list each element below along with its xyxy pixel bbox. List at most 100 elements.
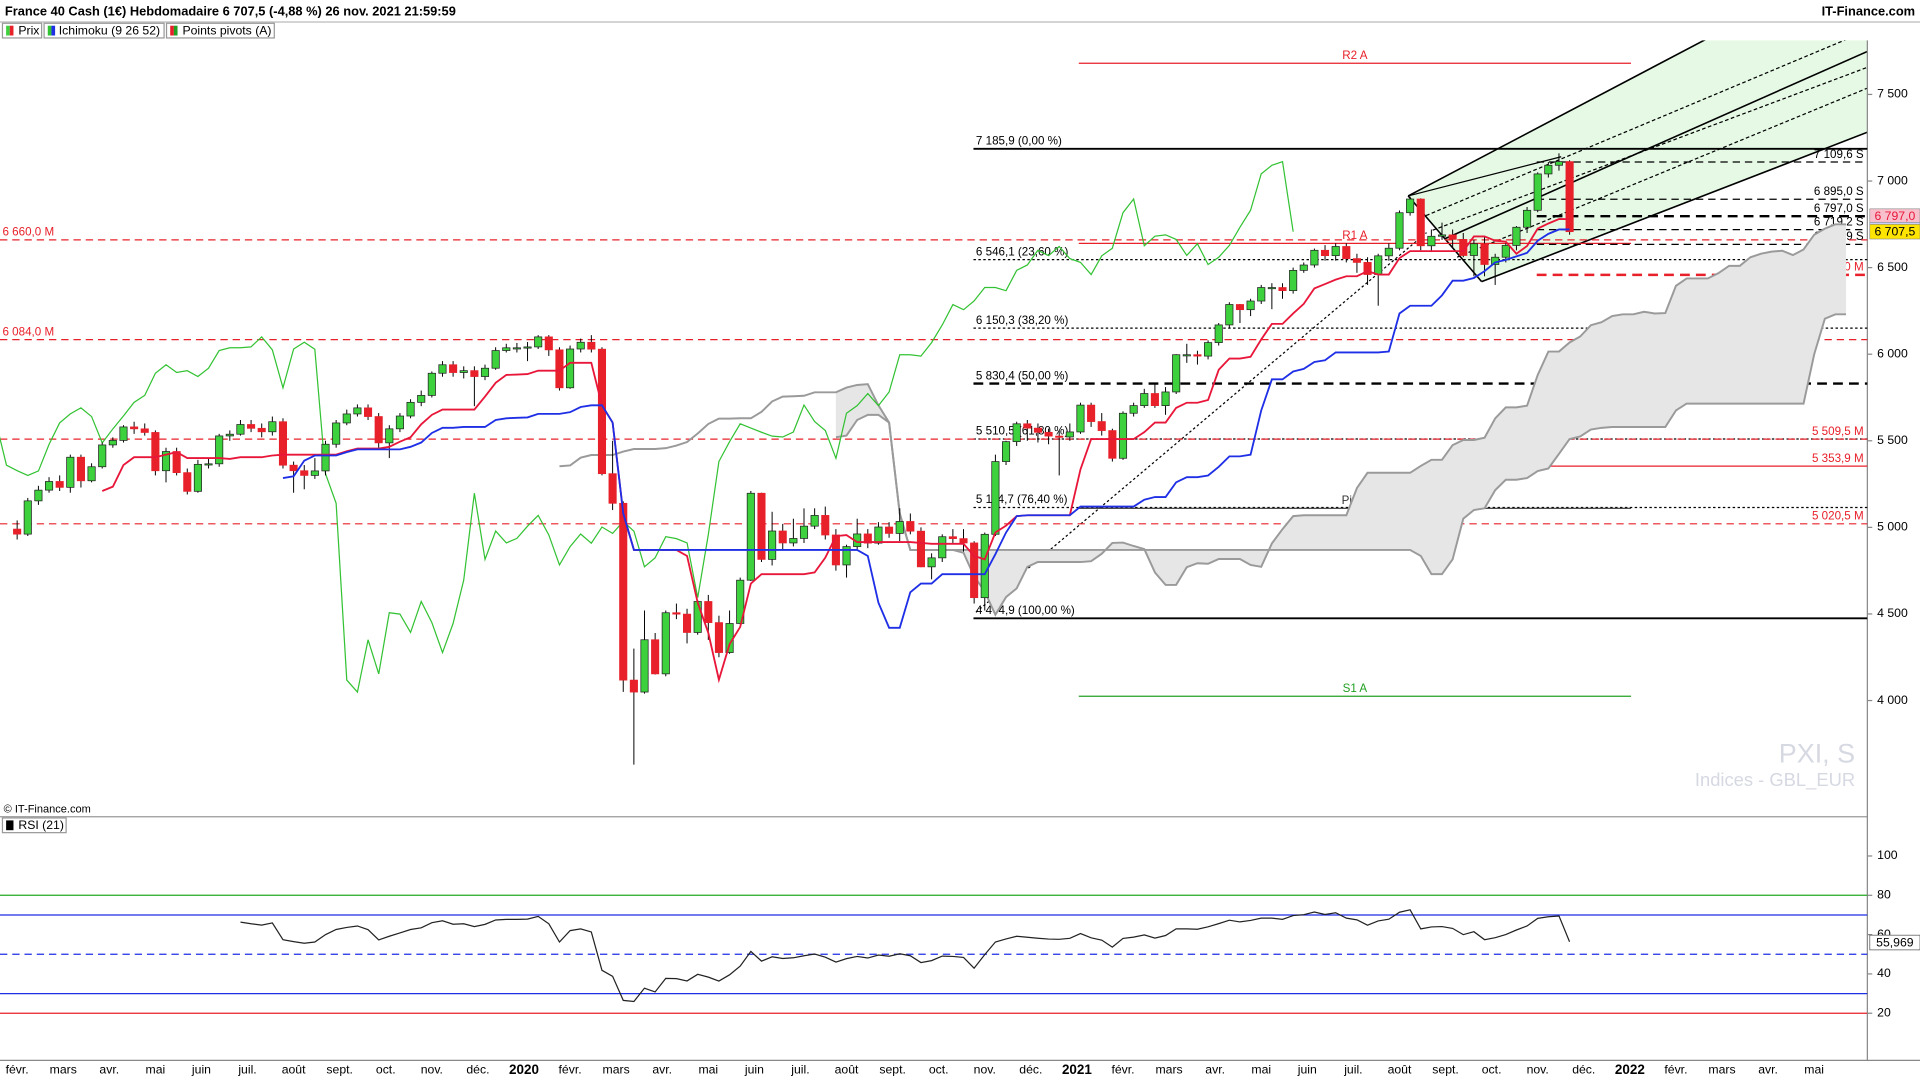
level-label: 6 719,2 S xyxy=(1814,215,1864,228)
x-tick-label: juil. xyxy=(790,1062,809,1076)
candle-body xyxy=(204,463,213,466)
x-tick-label: mai xyxy=(1804,1062,1824,1076)
candle-body xyxy=(289,464,298,472)
candle-body xyxy=(119,426,128,441)
candle-body xyxy=(215,435,224,465)
candle-body xyxy=(321,443,330,472)
candle-body xyxy=(1267,287,1276,290)
x-tick-label: févr. xyxy=(1664,1062,1687,1076)
level-label: 5 114,7 (76,40 %) xyxy=(976,493,1068,506)
candle-body xyxy=(1055,435,1064,438)
candle-body xyxy=(1554,161,1564,166)
x-tick-label: févr. xyxy=(6,1062,29,1076)
candle-body xyxy=(1544,164,1553,175)
candle-body xyxy=(1108,430,1117,459)
candle-body xyxy=(810,515,819,527)
rsi-line xyxy=(240,909,1571,1003)
legend-box[interactable] xyxy=(43,22,165,39)
candle-body xyxy=(1150,393,1159,406)
candle-body xyxy=(491,350,500,369)
candle-body xyxy=(608,473,617,504)
y-tick-label: 6 000 xyxy=(1877,346,1908,360)
candle-body xyxy=(682,613,692,633)
x-tick-label: oct. xyxy=(929,1062,949,1076)
candle-body xyxy=(1225,304,1234,326)
level-label: 5 020,5 M xyxy=(1812,510,1864,523)
price-tag xyxy=(1869,934,1920,951)
candle-body xyxy=(895,521,904,534)
candle-body xyxy=(161,451,171,472)
candle-body xyxy=(332,422,341,445)
x-tick-label: nov. xyxy=(421,1062,443,1076)
candle-body xyxy=(1448,234,1457,240)
candle-body xyxy=(1214,324,1223,343)
candle-body xyxy=(34,489,43,502)
level-label: 6 895,0 S xyxy=(1814,185,1864,198)
y-tick-label: 6 500 xyxy=(1877,260,1908,274)
price-tag-label: 6 707,5 xyxy=(1874,225,1915,239)
trendline xyxy=(1407,40,1706,197)
candle-body xyxy=(1352,258,1361,263)
candle-body xyxy=(1033,427,1042,433)
y-tick-label: 5 500 xyxy=(1877,433,1908,447)
candle-body xyxy=(1384,247,1393,257)
candle-body xyxy=(1118,412,1128,459)
candle-body xyxy=(1299,264,1308,271)
x-tick-label: sept. xyxy=(1432,1062,1459,1076)
candle-body xyxy=(789,538,798,544)
level-label: 6 546,1 (23,60 %) xyxy=(976,245,1069,258)
candle-body xyxy=(1129,405,1138,414)
x-tick-label: déc. xyxy=(466,1062,489,1076)
price-tag-label: 6 797,0 xyxy=(1874,209,1915,223)
candle-body xyxy=(45,481,54,491)
candle-body xyxy=(991,461,1000,535)
candle-body xyxy=(257,427,266,433)
candle-body xyxy=(619,502,628,681)
candle-body xyxy=(1182,354,1191,357)
candle-body xyxy=(566,348,575,389)
candle-body xyxy=(799,525,809,539)
candle-body xyxy=(980,533,989,599)
candle-body xyxy=(672,612,681,615)
x-tick-label: févr. xyxy=(559,1062,582,1076)
candle-body xyxy=(108,440,117,446)
kijun-line xyxy=(282,228,1570,629)
candle-body xyxy=(512,347,521,350)
candle-body xyxy=(916,530,926,568)
legend-icon xyxy=(170,25,174,36)
x-tick-label: 2020 xyxy=(509,1062,539,1077)
x-tick-label: 2022 xyxy=(1615,1062,1645,1077)
x-tick-label: mars xyxy=(50,1062,77,1076)
watermark: PXI, S xyxy=(1779,739,1855,769)
level-label: 7 185,9 (0,00 %) xyxy=(976,135,1062,148)
candle-body xyxy=(597,348,607,475)
candle-body xyxy=(1172,354,1181,393)
legend-icon xyxy=(9,25,14,36)
candle-body xyxy=(906,521,915,532)
candle-body xyxy=(87,466,96,482)
level-label: R1 A xyxy=(1342,229,1367,242)
legend-label: Points pivots (A) xyxy=(182,23,271,37)
candle-body xyxy=(714,622,723,653)
candle-body xyxy=(1044,431,1053,437)
candle-body xyxy=(661,612,670,675)
price-tag xyxy=(1869,224,1920,240)
candle-body xyxy=(417,395,426,403)
candle-body xyxy=(300,470,309,476)
candle-body xyxy=(1501,245,1510,258)
candle-body xyxy=(225,433,234,437)
candle-body xyxy=(1087,404,1096,422)
candle-body xyxy=(502,347,511,351)
candle-body xyxy=(1140,393,1149,406)
x-tick-label: juil. xyxy=(1343,1062,1362,1076)
x-tick-label: déc. xyxy=(1572,1062,1595,1076)
candle-body xyxy=(959,538,968,544)
candle-body xyxy=(1565,161,1574,233)
legend-box[interactable] xyxy=(165,22,275,39)
y-tick-label: 7 500 xyxy=(1877,87,1908,101)
candle-body xyxy=(438,364,447,374)
candle-body xyxy=(1395,212,1404,249)
candle-body xyxy=(1374,255,1383,275)
legend-box[interactable] xyxy=(1,817,67,834)
